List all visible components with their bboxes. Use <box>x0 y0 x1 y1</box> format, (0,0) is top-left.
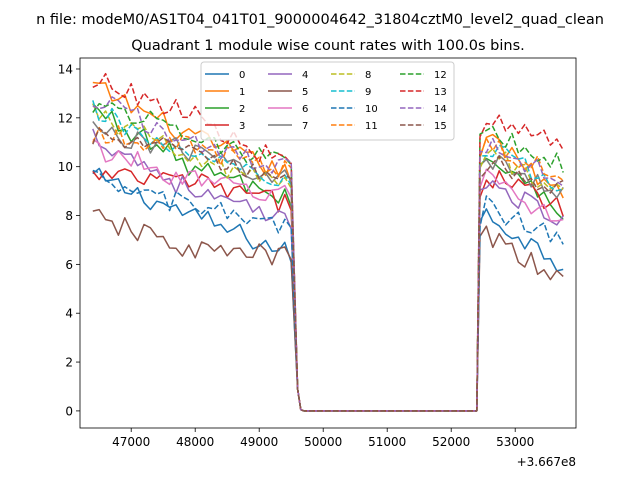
y-tick-label: 8 <box>65 209 73 223</box>
x-tick-label: 49000 <box>240 435 278 449</box>
y-tick-label: 4 <box>65 307 73 321</box>
y-tick-label: 0 <box>65 404 73 418</box>
chart-suptitle: n file: modeM0/AS1T04_041T01_9000004642_… <box>36 12 604 28</box>
legend-label-2: 2 <box>239 104 245 115</box>
series-line-0 <box>92 167 564 412</box>
legend-label-7: 7 <box>302 121 308 132</box>
series-line-1 <box>92 81 564 412</box>
x-tick-label: 53000 <box>496 435 534 449</box>
x-tick-label: 51000 <box>368 435 406 449</box>
series-line-9 <box>92 100 564 412</box>
legend-label-5: 5 <box>302 87 308 98</box>
legend-label-11: 11 <box>365 121 378 132</box>
legend-label-3: 3 <box>239 121 245 132</box>
legend-label-13: 13 <box>434 87 447 98</box>
series-line-4 <box>92 128 564 412</box>
series-line-10 <box>92 169 564 412</box>
series-line-5 <box>92 208 564 412</box>
legend-label-4: 4 <box>302 70 308 81</box>
y-tick-label: 10 <box>58 160 73 174</box>
x-tick-label: 48000 <box>176 435 214 449</box>
x-tick-label: 50000 <box>304 435 342 449</box>
series-line-13 <box>92 72 564 412</box>
series-layer <box>92 72 564 412</box>
legend-box <box>200 61 455 141</box>
series-line-6 <box>92 138 564 412</box>
legend-label-1: 1 <box>239 87 245 98</box>
x-offset-label: +3.667e8 <box>517 455 576 469</box>
legend-label-9: 9 <box>365 87 371 98</box>
legend-label-10: 10 <box>365 104 378 115</box>
y-tick-label: 12 <box>58 111 73 125</box>
legend-label-0: 0 <box>239 70 245 81</box>
chart-title: Quadrant 1 module wise count rates with … <box>131 38 525 54</box>
y-axis: 0 2 4 6 8 10 12 14 <box>58 62 80 418</box>
x-axis: 47000 48000 49000 50000 51000 52000 53000 <box>112 428 534 449</box>
series-line-15 <box>92 127 564 412</box>
legend-label-15: 15 <box>434 121 447 132</box>
series-line-14 <box>92 96 564 412</box>
legend-label-6: 6 <box>302 104 308 115</box>
y-tick-label: 14 <box>58 62 73 76</box>
legend-label-8: 8 <box>365 70 371 81</box>
y-tick-label: 2 <box>65 356 73 370</box>
x-tick-label: 52000 <box>432 435 470 449</box>
y-tick-label: 6 <box>65 258 73 272</box>
x-tick-label: 47000 <box>112 435 150 449</box>
legend-label-12: 12 <box>434 70 447 81</box>
legend-label-14: 14 <box>434 104 447 115</box>
plot-frame <box>79 57 577 429</box>
